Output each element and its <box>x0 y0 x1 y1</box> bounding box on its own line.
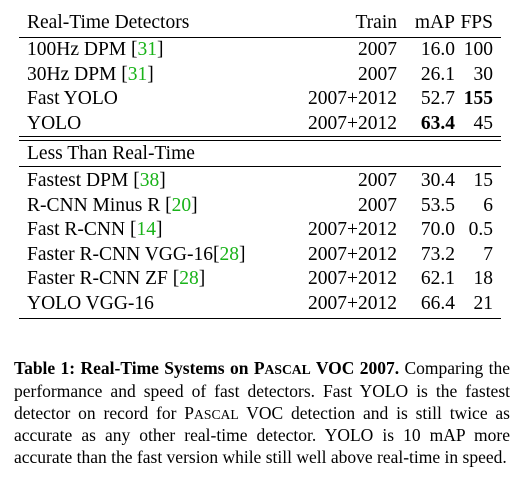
method-label: Fast R-CNN <box>27 219 130 240</box>
method-name: Fast R-CNN [14] <box>27 219 163 240</box>
header-fps: FPS <box>460 12 493 33</box>
train-set: 2007+2012 <box>308 88 397 109</box>
method-name: Fastest DPM [38] <box>27 170 166 191</box>
method-name: YOLO VGG-16 <box>19 292 269 317</box>
caption-label: Table 1: <box>14 358 76 378</box>
rule-section-top <box>19 136 501 138</box>
train-set: 2007+2012 <box>308 243 397 265</box>
fps-value: 100 <box>463 39 493 60</box>
train-set: 2007 <box>358 194 397 216</box>
rule-header <box>19 37 501 39</box>
fps-value: 155 <box>463 88 493 109</box>
realtime-detectors-table: Real-Time Detectors Train mAP FPS 100Hz … <box>19 11 501 136</box>
map-value: 73.2 <box>420 243 455 265</box>
rule-section-bottom <box>19 140 501 142</box>
caption-title: Real-Time Systems on PASCAL VOC 2007. <box>81 358 400 378</box>
method-name: 100Hz DPM [31] <box>27 39 164 60</box>
map-value: 16.0 <box>420 39 455 60</box>
header-map: mAP <box>414 12 455 33</box>
table-row: Faster R-CNN VGG-16[28] 2007+2012 73.2 7 <box>19 243 501 268</box>
method-name: Faster R-CNN ZF [28] <box>27 268 206 289</box>
table-row: 100Hz DPM [31] 2007 16.0 100 <box>19 38 501 63</box>
caption-title-post: VOC 2007. <box>310 358 400 378</box>
method-name: Fast YOLO <box>19 87 269 112</box>
method-label: YOLO VGG-16 <box>27 292 154 314</box>
train-set: 2007+2012 <box>308 268 397 289</box>
header-row: Real-Time Detectors Train mAP FPS <box>19 11 501 36</box>
caption-body-dataset: PASCAL <box>184 402 239 423</box>
method-label: Fastest DPM <box>27 170 134 191</box>
map-value: 26.1 <box>420 63 455 85</box>
map-value: 63.4 <box>420 112 455 134</box>
map-value: 53.5 <box>420 194 455 216</box>
rule-section2-header <box>19 166 501 168</box>
table-row: YOLO 2007+2012 63.4 45 <box>19 112 501 137</box>
citation-link[interactable]: 28 <box>179 268 199 289</box>
table-row: R-CNN Minus R [20] 2007 53.5 6 <box>19 194 501 219</box>
table-row: Fastest DPM [38] 2007 30.4 15 <box>19 169 501 194</box>
caption-body-2: VOC detection and is still twice as accu… <box>14 402 510 468</box>
train-set: 2007+2012 <box>308 219 397 240</box>
table-caption: Table 1: Real-Time Systems on PASCAL VOC… <box>14 358 510 469</box>
header-section-title: Real-Time Detectors <box>27 12 190 33</box>
fps-value: 45 <box>473 112 494 134</box>
method-name: 30Hz DPM [31] <box>27 63 154 85</box>
train-set: 2007 <box>358 170 397 191</box>
citation-link[interactable]: 31 <box>127 63 148 85</box>
table-row: Faster R-CNN ZF [28] 2007+2012 62.1 18 <box>19 267 501 292</box>
citation-link[interactable]: 28 <box>219 243 239 265</box>
header-train: Train <box>355 12 397 33</box>
caption-title-pre: Real-Time Systems on <box>80 358 254 378</box>
map-value: 62.1 <box>420 268 455 289</box>
method-label: YOLO <box>27 112 82 134</box>
citation-link[interactable]: 14 <box>136 219 156 240</box>
fps-value: 6 <box>483 194 494 216</box>
method-label: Fast YOLO <box>27 88 118 109</box>
train-set: 2007 <box>358 63 397 85</box>
rule-bottom <box>19 318 501 320</box>
fps-value: 21 <box>473 292 494 314</box>
fps-value: 0.5 <box>468 219 494 240</box>
less-than-realtime-table: Less Than Real-Time Fastest DPM [38] 2007… <box>19 142 501 316</box>
map-value: 30.4 <box>420 170 455 191</box>
fps-value: 30 <box>473 63 494 85</box>
map-value: 52.7 <box>420 88 455 109</box>
citation-link[interactable]: 31 <box>137 39 158 60</box>
table-row: Fast YOLO 2007+2012 52.7 155 <box>19 87 501 112</box>
fps-value: 15 <box>473 170 494 191</box>
citation-link[interactable]: 38 <box>139 170 160 191</box>
fps-value: 7 <box>483 243 494 265</box>
method-name: R-CNN Minus R [20] <box>27 194 198 216</box>
fps-value: 18 <box>473 268 494 289</box>
method-label: Faster R-CNN VGG-16 <box>27 243 213 265</box>
method-label: R-CNN Minus R <box>27 194 166 216</box>
caption-body-1: Comparing the performance and speed of f… <box>14 358 510 423</box>
map-value: 66.4 <box>420 292 455 314</box>
map-value: 70.0 <box>420 219 455 240</box>
train-set: 2007+2012 <box>308 112 397 134</box>
citation-link[interactable]: 20 <box>171 194 192 216</box>
method-label: Faster R-CNN ZF <box>27 268 173 289</box>
train-set: 2007+2012 <box>308 292 397 314</box>
method-label: 30Hz DPM <box>27 63 122 85</box>
method-name: YOLO <box>19 112 269 137</box>
table-row: YOLO VGG-16 2007+2012 66.4 21 <box>19 292 501 317</box>
method-label: 100Hz DPM <box>27 39 132 60</box>
table-row: 30Hz DPM [31] 2007 26.1 30 <box>19 63 501 88</box>
caption-title-dataset: PASCAL <box>253 358 311 378</box>
train-set: 2007 <box>358 39 397 60</box>
section2-title-row: Less Than Real-Time <box>19 142 501 167</box>
method-name: Faster R-CNN VGG-16[28] <box>27 243 246 265</box>
section2-title: Less Than Real-Time <box>27 143 195 164</box>
table-row: Fast R-CNN [14] 2007+2012 70.0 0.5 <box>19 218 501 243</box>
